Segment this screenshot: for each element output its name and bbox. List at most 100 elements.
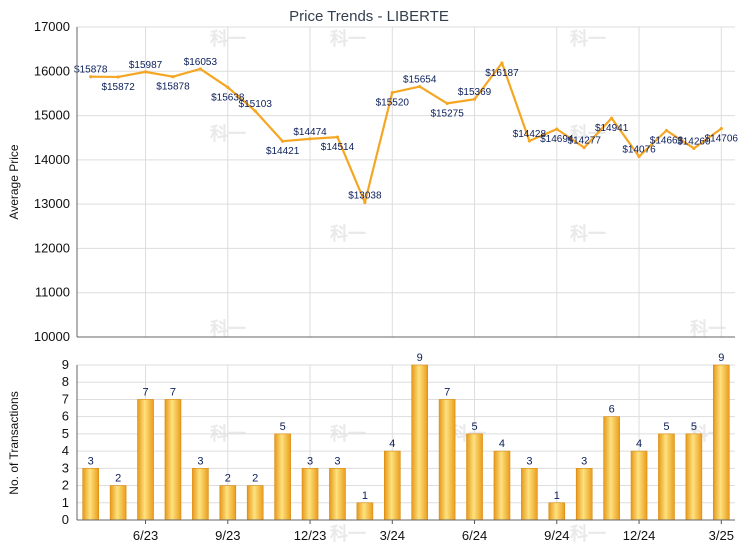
price-point bbox=[500, 61, 504, 65]
transaction-bar bbox=[164, 399, 182, 521]
transactions-axis-label: No. of Transactions bbox=[7, 391, 21, 494]
price-point bbox=[281, 139, 285, 143]
watermark-mark: 科一 bbox=[570, 123, 606, 145]
transaction-bar bbox=[219, 485, 237, 521]
bar-value-label: 2 bbox=[252, 473, 258, 485]
bar-value-label: 2 bbox=[225, 473, 231, 485]
price-point bbox=[363, 200, 367, 205]
transaction-bar bbox=[109, 485, 127, 521]
x-tick-label: 3/25 bbox=[709, 528, 734, 543]
bar-value-label: 3 bbox=[526, 455, 532, 467]
price-point bbox=[692, 146, 696, 150]
bar-value-label: 2 bbox=[115, 473, 121, 485]
transaction-bar bbox=[356, 502, 374, 521]
price-value-label: $15872 bbox=[101, 82, 135, 93]
watermark-mark: 科一 bbox=[330, 523, 366, 545]
price-tick-label: 15000 bbox=[34, 108, 70, 123]
transactions-tick-label: 1 bbox=[62, 495, 69, 510]
price-point bbox=[308, 137, 312, 141]
transaction-bars bbox=[82, 364, 730, 521]
bar-value-label: 9 bbox=[417, 352, 423, 364]
transaction-bar bbox=[493, 450, 511, 521]
price-line-layer bbox=[89, 61, 723, 205]
price-point bbox=[445, 101, 449, 105]
bar-value-label: 6 bbox=[609, 404, 615, 416]
x-tick-label: 9/23 bbox=[215, 528, 240, 543]
price-point bbox=[555, 127, 559, 131]
transactions-tick-label: 8 bbox=[62, 374, 69, 389]
watermark-mark: 科一 bbox=[330, 223, 366, 245]
bar-value-label: 1 bbox=[554, 490, 560, 502]
price-value-label: $14260 bbox=[677, 136, 711, 147]
transaction-bar bbox=[630, 450, 648, 521]
price-point bbox=[582, 145, 586, 150]
price-value-label: $15103 bbox=[239, 99, 273, 110]
price-value-label: $14941 bbox=[595, 123, 629, 134]
chart-title: Price Trends - LIBERTE bbox=[289, 8, 449, 25]
bar-value-label: 7 bbox=[170, 386, 176, 398]
transaction-bar bbox=[137, 399, 154, 521]
price-value-label: $14421 bbox=[266, 146, 300, 157]
bar-value-label: 3 bbox=[581, 455, 587, 467]
price-tick-label: 17000 bbox=[34, 19, 70, 34]
transaction-bar bbox=[466, 433, 483, 521]
price-axis-label: Average Price bbox=[7, 144, 21, 219]
transactions-tick-label: 9 bbox=[62, 357, 69, 372]
price-point bbox=[226, 85, 230, 89]
price-value-label: $16053 bbox=[184, 57, 218, 68]
bar-value-label: 9 bbox=[718, 352, 724, 364]
price-value-label: $14076 bbox=[622, 144, 656, 155]
price-tick-label: 10000 bbox=[34, 329, 70, 344]
price-point bbox=[143, 70, 148, 74]
price-point bbox=[89, 75, 93, 79]
x-tick-label: 3/24 bbox=[380, 528, 405, 543]
price-point bbox=[637, 154, 641, 159]
bar-value-label: 4 bbox=[389, 438, 395, 450]
bar-value-label: 1 bbox=[362, 490, 368, 502]
price-point bbox=[253, 109, 257, 113]
x-tick-label: 12/23 bbox=[294, 528, 327, 543]
price-tick-label: 14000 bbox=[34, 152, 70, 167]
bar-value-label: 4 bbox=[636, 438, 642, 450]
transactions-tick-label: 5 bbox=[62, 426, 69, 441]
bar-value-label: 3 bbox=[197, 455, 203, 467]
price-value-label: $15987 bbox=[129, 60, 163, 71]
watermark-mark: 科一 bbox=[330, 28, 366, 50]
x-tick-label: 6/23 bbox=[133, 528, 158, 543]
price-value-label: $14663 bbox=[650, 135, 684, 146]
price-line bbox=[90, 61, 722, 204]
price-point bbox=[116, 75, 120, 79]
transaction-bar bbox=[82, 468, 100, 521]
x-tick-label: 9/24 bbox=[544, 528, 569, 543]
transaction-bar bbox=[658, 433, 675, 521]
transaction-bar bbox=[246, 485, 264, 521]
transaction-bar bbox=[548, 502, 566, 521]
price-point bbox=[610, 116, 614, 120]
transactions-tick-label: 6 bbox=[62, 409, 69, 424]
price-tick-label: 12000 bbox=[34, 240, 70, 255]
watermark-mark: 科一 bbox=[570, 28, 606, 50]
x-tick-label: 12/24 bbox=[623, 528, 656, 543]
transaction-bar bbox=[301, 468, 319, 521]
bar-value-label: 4 bbox=[499, 438, 505, 450]
price-point bbox=[198, 67, 202, 71]
price-value-label: $15520 bbox=[376, 98, 410, 109]
transaction-bar bbox=[329, 468, 346, 521]
price-tick-label: 11000 bbox=[35, 285, 70, 300]
transaction-bar bbox=[192, 468, 209, 521]
bar-value-label: 5 bbox=[280, 421, 286, 433]
transactions-tick-label: 2 bbox=[62, 478, 69, 493]
transactions-tick-label: 0 bbox=[62, 512, 69, 527]
price-value-label: $15878 bbox=[156, 82, 190, 93]
bar-value-label: 7 bbox=[444, 386, 450, 398]
price-value-label: $15654 bbox=[403, 75, 437, 86]
transaction-bar bbox=[521, 468, 538, 521]
price-tick-label: 16000 bbox=[34, 63, 70, 78]
price-value-label: $16187 bbox=[485, 68, 519, 79]
transaction-bar bbox=[603, 416, 620, 521]
watermark-mark: 科一 bbox=[690, 318, 726, 340]
price-value-label: $14474 bbox=[293, 127, 327, 138]
transactions-tick-label: 3 bbox=[62, 460, 69, 475]
